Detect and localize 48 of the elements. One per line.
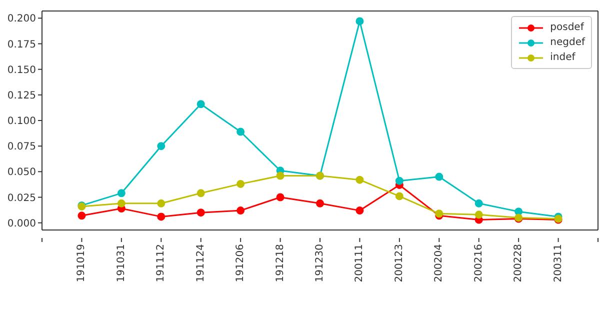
y-tick-label: 0.050	[7, 167, 36, 178]
y-tick-label: 0.125	[7, 90, 36, 102]
point	[356, 176, 364, 184]
x-tick-label: 191218	[274, 244, 286, 282]
y-tick-label: 0.025	[7, 192, 36, 204]
y-tick-label: 0.075	[7, 142, 36, 153]
point	[117, 189, 126, 198]
point	[236, 180, 245, 188]
point	[395, 176, 404, 185]
point	[157, 199, 166, 208]
point	[78, 212, 86, 220]
x-tick-label: 191019	[76, 244, 88, 282]
x-tick-label: 200204	[434, 244, 445, 282]
x-tick-label: 191112	[156, 244, 167, 282]
point	[474, 199, 483, 208]
y-tick-label: 0.000	[7, 218, 36, 230]
point	[236, 128, 245, 136]
point	[196, 100, 205, 108]
legend-label: negdef	[550, 37, 585, 48]
point	[435, 172, 444, 181]
x-tick-label: 200216	[473, 244, 484, 282]
y-tick-label: 0.175	[7, 39, 36, 50]
point	[157, 142, 166, 150]
x-tick-label: 200111	[354, 244, 366, 282]
point	[316, 199, 324, 208]
point	[157, 212, 166, 221]
x-tick-label: 191031	[116, 244, 127, 282]
point	[276, 193, 284, 202]
legend-label: indef	[550, 52, 576, 63]
x-tick-label: 191206	[235, 244, 246, 282]
x-tick-label: 191230	[314, 244, 326, 282]
x-tick-label: 191124	[195, 244, 206, 282]
point	[196, 208, 205, 217]
point	[117, 199, 126, 208]
x-tick-label: 200228	[513, 244, 524, 282]
x-tick-label: 200123	[394, 244, 405, 282]
point	[356, 17, 364, 26]
y-tick-label: 0.100	[7, 116, 36, 128]
point	[356, 206, 364, 215]
y-tick-label: 0.200	[7, 14, 36, 25]
point	[276, 172, 284, 180]
point	[474, 210, 483, 219]
point	[395, 192, 404, 200]
y-tick-label: 0.150	[7, 64, 36, 76]
x-tick-label: 200311	[552, 244, 564, 282]
legend-label: posdef	[550, 22, 584, 33]
point	[236, 206, 245, 215]
point	[196, 189, 205, 198]
